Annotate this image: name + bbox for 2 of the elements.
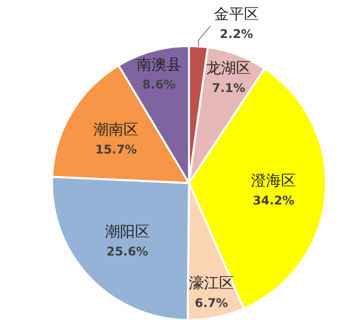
data-label: 2.2% [220,27,254,41]
slice-label: 金平区 [214,5,259,23]
